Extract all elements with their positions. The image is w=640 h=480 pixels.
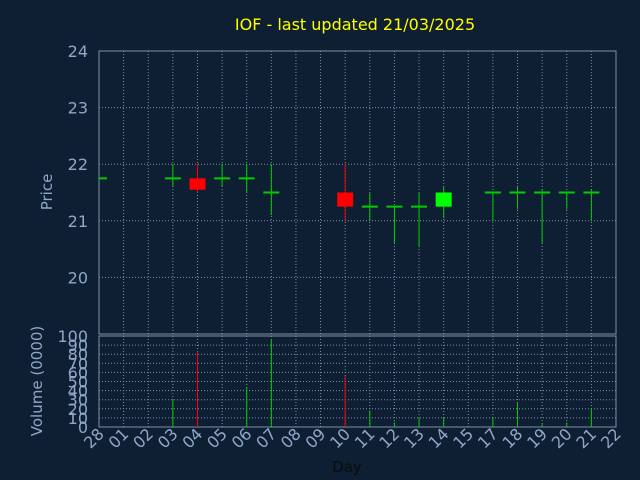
volume-tick-label: 100 [57, 327, 88, 346]
volume-tick-label: 10 [68, 409, 88, 428]
volume-tick-label: 0 [78, 418, 88, 437]
price-tick-label: 21 [68, 212, 88, 231]
price-tick-label: 22 [68, 155, 88, 174]
price-panel-frame [98, 50, 617, 335]
price-axis-label: Price [38, 174, 56, 211]
volume-tick-label: 30 [68, 391, 88, 410]
volume-axis-label: Volume (0000) [28, 326, 46, 436]
candle-body [189, 178, 206, 190]
volume-tick-label: 90 [68, 336, 88, 355]
volume-tick-label: 50 [68, 373, 88, 392]
volume-tick-label: 80 [68, 345, 88, 364]
volume-tick-label: 60 [68, 363, 88, 382]
price-tick-label: 23 [68, 99, 88, 118]
volume-tick-label: 20 [68, 400, 88, 419]
price-tick-label: 24 [68, 42, 88, 61]
x-axis-label: Day [332, 458, 362, 476]
volume-tick-label: 70 [68, 354, 88, 373]
volume-tick-label: 40 [68, 382, 88, 401]
price-panel: 20 21 22 23 24 [68, 42, 617, 335]
chart-title: IOF - last updated 21/03/2025 [235, 15, 475, 34]
candle-body [337, 192, 354, 207]
candle-body [435, 192, 452, 207]
price-tick-label: 20 [68, 268, 88, 287]
